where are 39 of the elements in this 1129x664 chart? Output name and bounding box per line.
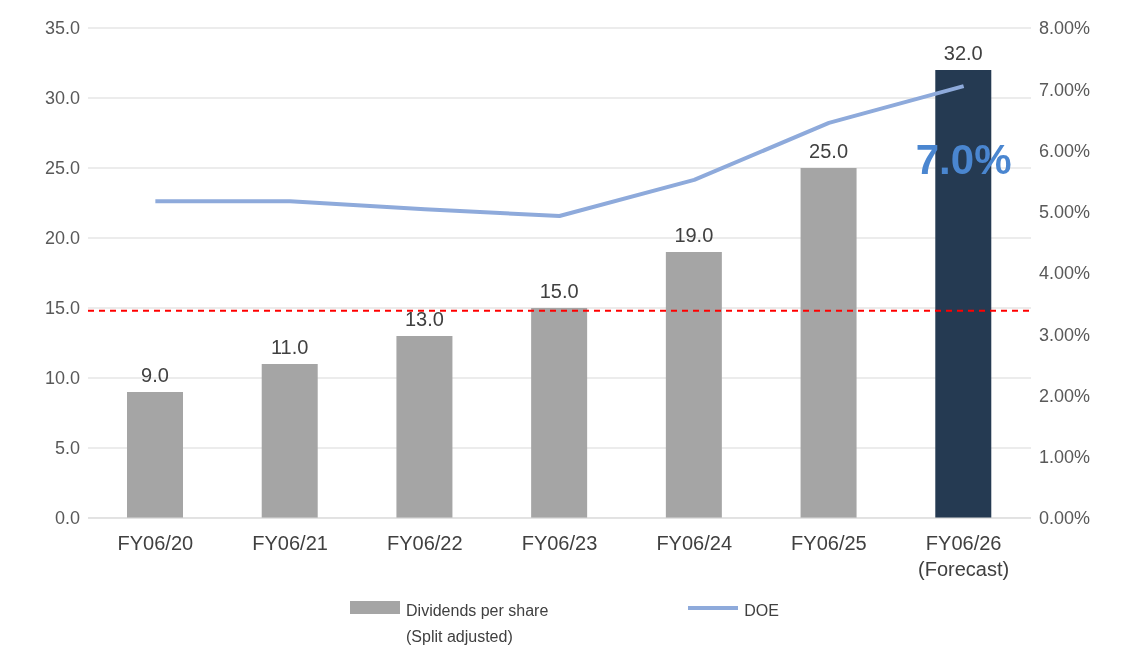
data-label: 25.0 [809,140,849,162]
y2-tick-label: 0.00% [1039,508,1091,529]
data-label: 19.0 [674,224,714,246]
x-tick-label: FY06/25 [791,532,867,554]
legend-label: DOE [744,601,779,621]
y-tick-label: 10.0 [44,368,80,389]
y-tick-label: 15.0 [44,298,80,319]
y2-tick-label: 1.00% [1039,447,1091,468]
y-tick-label: 35.0 [44,18,80,39]
x-tick-label: FY06/23 [521,532,598,554]
y2-tick-label: 6.00% [1039,140,1091,161]
bar [665,252,722,518]
data-label: 13.0 [404,308,444,330]
y-tick-label: 25.0 [44,158,80,179]
y-tick-label: 20.0 [44,228,80,249]
x-tick-label: FY06/22 [386,532,463,554]
x-tick-label: FY06/24 [656,532,733,554]
y-tick-label: 5.0 [54,438,80,459]
legend-label: Dividends per share (Split adjusted) [406,601,549,647]
bar [800,168,857,518]
y2-tick-label: 8.00% [1039,18,1091,39]
y2-tick-label: 3.00% [1039,324,1091,345]
bar [261,364,318,518]
y-tick-label: 30.0 [44,88,80,109]
y2-tick-label: 2.00% [1039,385,1091,406]
data-label: 11.0 [270,336,309,358]
x-tick-label: FY06/20 [117,532,194,554]
data-label: 9.0 [141,364,169,386]
data-label: 15.0 [539,280,579,302]
bar [127,392,183,518]
data-label: 32.0 [943,42,983,64]
bar [396,336,453,518]
y2-tick-label: 5.00% [1039,202,1091,223]
x-tick-label: FY06/26 (Forecast) [918,532,1010,580]
y-tick-label: 0.0 [54,508,80,529]
y2-tick-label: 7.00% [1039,79,1091,100]
bar [531,308,588,518]
x-tick-label: FY06/21 [252,532,328,554]
y2-tick-label: 4.00% [1039,263,1091,284]
